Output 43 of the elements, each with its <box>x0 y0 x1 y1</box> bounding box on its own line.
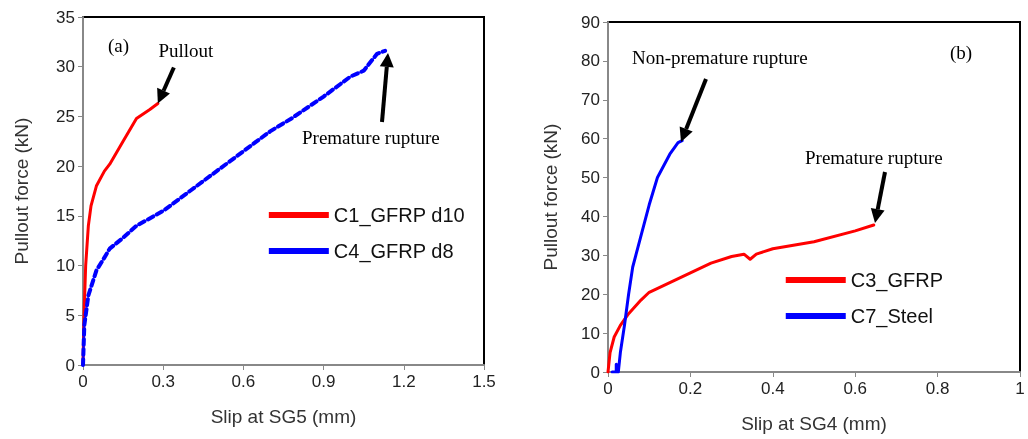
x-axis-title: Slip at SG5 (mm) <box>210 406 357 427</box>
x-tick-label: 0 <box>603 379 613 398</box>
y-tick-label: 40 <box>581 206 600 226</box>
x-tick-label: 0.3 <box>151 372 176 391</box>
y-tick-label: 50 <box>581 168 600 188</box>
annotation: (a) <box>108 35 130 57</box>
x-tick-label: 0.6 <box>843 379 868 398</box>
x-tick-label: 1 <box>1015 379 1025 398</box>
y-tick-label: 20 <box>56 156 75 176</box>
legend-label: C3_GFRP <box>850 269 943 292</box>
y-axis-title: Pullout force (kN) <box>11 117 32 265</box>
annotation: Non-premature rupture <box>632 47 808 68</box>
y-tick-label: 20 <box>581 284 600 304</box>
annotation: Premature rupture <box>302 127 440 148</box>
y-tick-label: 80 <box>581 51 600 71</box>
legend-label: C7_Steel <box>850 305 934 328</box>
y-tick-label: 60 <box>581 129 600 149</box>
x-axis-title: Slip at SG4 (mm) <box>741 413 887 434</box>
annotation: Premature rupture <box>805 147 943 168</box>
y-tick-label: 15 <box>56 206 75 226</box>
x-tick-label: 0.9 <box>311 372 336 391</box>
annotation: (b) <box>950 42 973 64</box>
x-tick-label: 1.2 <box>391 372 416 391</box>
y-tick-label: 90 <box>581 12 600 32</box>
x-tick-label: 0.2 <box>678 379 703 398</box>
y-tick-label: 70 <box>581 90 600 110</box>
y-tick-label: 30 <box>581 245 600 265</box>
legend-label: C4_GFRP d8 <box>333 240 454 263</box>
x-tick-label: 0 <box>78 372 88 391</box>
y-tick-label: 10 <box>581 323 600 343</box>
y-axis-title: Pullout force (kN) <box>540 123 561 271</box>
y-tick-label: 25 <box>56 106 75 126</box>
y-tick-label: 0 <box>65 355 75 375</box>
y-tick-label: 10 <box>56 256 75 276</box>
y-tick-label: 30 <box>56 57 75 77</box>
annotation: Pullout <box>158 39 215 61</box>
y-tick-label: 35 <box>56 7 75 27</box>
legend-label: C1_GFRP d10 <box>333 204 465 227</box>
x-tick-label: 0.8 <box>925 379 950 398</box>
x-tick-label: 0.4 <box>760 379 785 398</box>
x-tick-label: 1.5 <box>472 372 496 391</box>
y-tick-label: 5 <box>65 305 75 325</box>
x-tick-label: 0.6 <box>231 372 256 391</box>
